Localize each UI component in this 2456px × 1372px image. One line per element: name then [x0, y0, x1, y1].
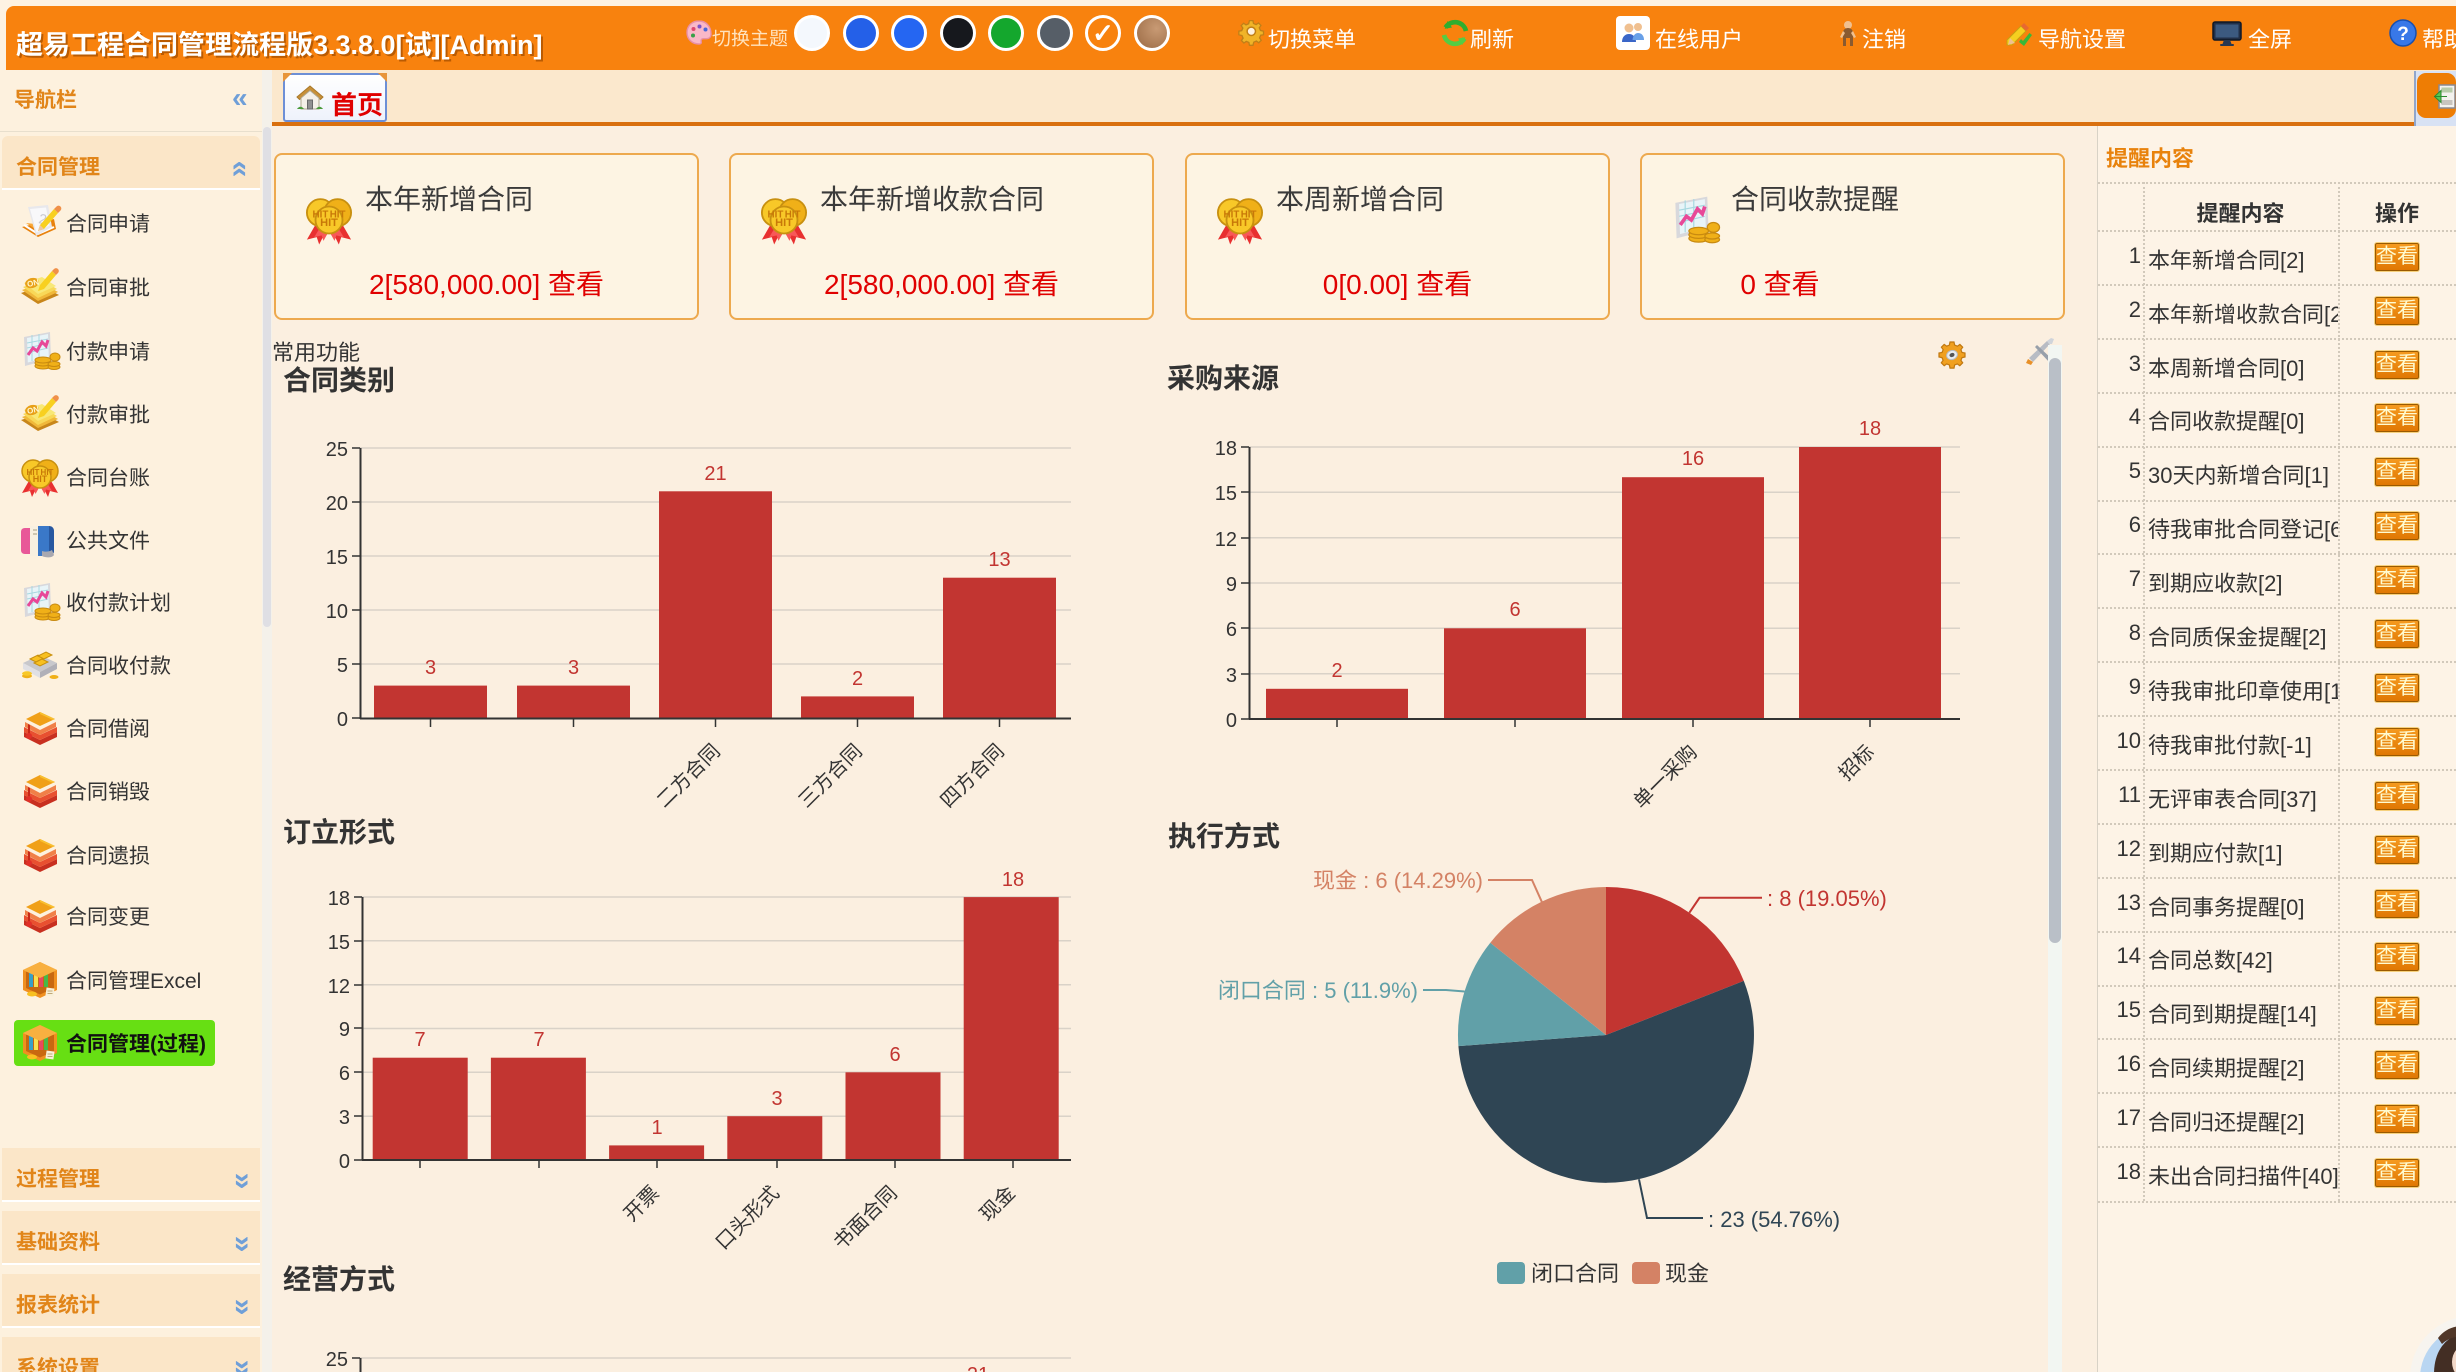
svg-text:3: 3 — [425, 657, 436, 679]
svg-text:现金 : 6 (14.29%): 现金 : 6 (14.29%) — [1313, 868, 1483, 893]
svg-text:9: 9 — [1226, 574, 1237, 596]
svg-text:9: 9 — [339, 1019, 350, 1041]
svg-text:6: 6 — [1226, 619, 1237, 641]
svg-text:18: 18 — [1215, 438, 1237, 460]
svg-text:13: 13 — [988, 549, 1010, 571]
svg-text:招标: 招标 — [1835, 741, 1879, 785]
svg-text:16: 16 — [1682, 448, 1704, 470]
svg-text:开票: 开票 — [620, 1182, 664, 1226]
svg-text:3: 3 — [568, 657, 579, 679]
svg-text:: 8 (19.05%): : 8 (19.05%) — [1767, 886, 1887, 911]
svg-text:20: 20 — [326, 493, 348, 515]
svg-text:18: 18 — [328, 888, 350, 910]
svg-text:6: 6 — [889, 1044, 900, 1066]
svg-text:0: 0 — [1226, 710, 1237, 732]
svg-text:闭口合同: 闭口合同 — [1531, 1261, 1619, 1286]
svg-text:: 23 (54.76%): : 23 (54.76%) — [1708, 1207, 1840, 1232]
svg-text:3: 3 — [339, 1107, 350, 1129]
svg-text:1: 1 — [651, 1117, 662, 1139]
svg-text:0: 0 — [337, 709, 348, 731]
svg-text:21: 21 — [967, 1364, 989, 1372]
svg-text:5: 5 — [337, 655, 348, 677]
svg-text:15: 15 — [328, 932, 350, 954]
svg-text:现金: 现金 — [1665, 1261, 1709, 1286]
svg-text:12: 12 — [1215, 529, 1237, 551]
svg-text:7: 7 — [533, 1029, 544, 1051]
svg-text:合同类别: 合同类别 — [283, 365, 395, 396]
svg-text:18: 18 — [1002, 869, 1024, 891]
svg-text:执行方式: 执行方式 — [1168, 821, 1280, 852]
svg-text:2: 2 — [1331, 660, 1342, 682]
svg-text:21: 21 — [704, 463, 726, 485]
svg-text:7: 7 — [414, 1029, 425, 1051]
svg-text:采购来源: 采购来源 — [1167, 363, 1279, 394]
svg-text:18: 18 — [1859, 418, 1881, 440]
svg-text:3: 3 — [771, 1088, 782, 1110]
svg-text:?: ? — [2397, 24, 2409, 45]
svg-text:现金: 现金 — [976, 1182, 1020, 1226]
svg-text:2: 2 — [852, 668, 863, 690]
svg-text:10: 10 — [326, 601, 348, 623]
svg-text:6: 6 — [1509, 599, 1520, 621]
svg-text:25: 25 — [326, 439, 348, 461]
svg-text:15: 15 — [1215, 483, 1237, 505]
svg-text:25: 25 — [326, 1349, 348, 1371]
svg-text:15: 15 — [326, 547, 348, 569]
svg-text:经营方式: 经营方式 — [283, 1264, 395, 1295]
svg-text:12: 12 — [328, 976, 350, 998]
svg-text:闭口合同 : 5 (11.9%): 闭口合同 : 5 (11.9%) — [1218, 978, 1418, 1003]
svg-text:3: 3 — [1226, 665, 1237, 687]
svg-text:0: 0 — [339, 1151, 350, 1173]
svg-text:6: 6 — [339, 1063, 350, 1085]
svg-text:订立形式: 订立形式 — [283, 817, 395, 848]
